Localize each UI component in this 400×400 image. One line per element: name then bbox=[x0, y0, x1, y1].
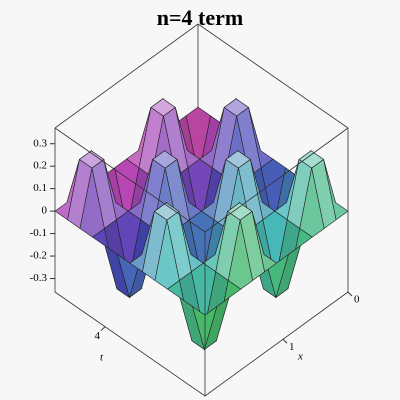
z-tick-label: -0.1 bbox=[30, 227, 47, 239]
z-tick-label: 0.2 bbox=[33, 160, 47, 172]
x-tick-label: 1 bbox=[289, 341, 295, 353]
x-tick bbox=[282, 338, 288, 344]
z-tick-label: 0 bbox=[42, 205, 48, 217]
t-axis-label: t bbox=[100, 352, 104, 364]
z-tick-label: 0.1 bbox=[33, 182, 47, 194]
z-tick-label: -0.3 bbox=[30, 272, 48, 284]
x-tick-label: 0 bbox=[354, 294, 360, 306]
box-front bbox=[54, 127, 349, 397]
ticks: 0.3 0.2 0.1 0 -0.1 -0.2 -0.3 0 1 4 x t bbox=[30, 137, 360, 363]
surface bbox=[54, 97, 349, 351]
chart-title: n=4 term bbox=[157, 5, 243, 30]
x-tick bbox=[347, 291, 353, 297]
z-tick-label: 0.3 bbox=[33, 137, 47, 149]
t-tick bbox=[100, 326, 106, 332]
z-tick-label: -0.2 bbox=[30, 250, 47, 262]
x-axis-label: x bbox=[297, 351, 303, 363]
t-tick-label: 4 bbox=[95, 330, 101, 342]
